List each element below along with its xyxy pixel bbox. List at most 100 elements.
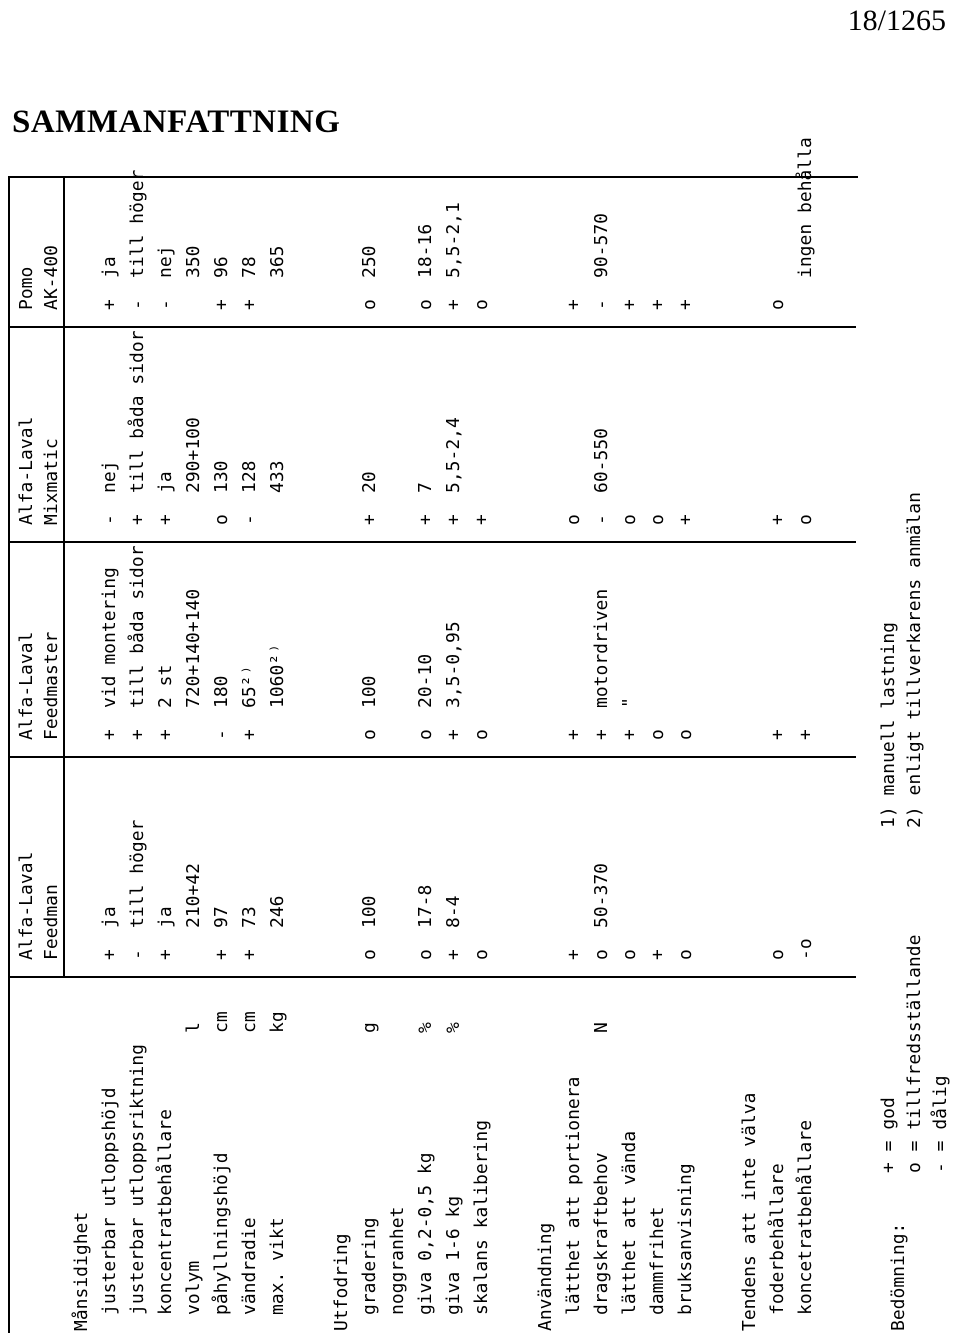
cell-value: 96 — [211, 256, 232, 278]
rating-mark: + — [99, 949, 120, 960]
row-label: skalans kalibering — [471, 1119, 492, 1315]
rating-mark: o — [767, 299, 788, 310]
rating-mark: + — [99, 729, 120, 740]
row-label: giva 0,2-0,5 kg — [415, 1152, 436, 1315]
cell-value: 3,5-0,95 — [443, 621, 464, 708]
cell-value: 365 — [267, 245, 288, 278]
row-label: vändradie — [239, 1217, 260, 1315]
rating-mark: o — [415, 949, 436, 960]
rating-mark: + — [211, 949, 232, 960]
rating-mark: -o — [795, 938, 816, 960]
cell-value: ja — [155, 471, 176, 493]
rating-mark: o — [767, 949, 788, 960]
rating-mark: + — [563, 729, 584, 740]
cell-value: 20 — [359, 471, 380, 493]
rating-mark: - — [127, 949, 148, 960]
rating-mark: o — [471, 729, 492, 740]
cell-value: 65²⁾ — [239, 664, 260, 708]
column-separator — [8, 541, 856, 543]
rating-mark: + — [443, 729, 464, 740]
rating-mark: + — [155, 514, 176, 525]
rating-mark: o — [415, 299, 436, 310]
rating-mark: - — [127, 299, 148, 310]
rating-mark: - — [239, 514, 260, 525]
rating-mark: o — [415, 729, 436, 740]
rating-mark: o — [647, 514, 668, 525]
cell-value: 7 — [415, 482, 436, 493]
cell-value: 73 — [239, 906, 260, 928]
cell-value: 100 — [359, 895, 380, 928]
rating-mark: o — [675, 729, 696, 740]
column-brand: Alfa-Laval — [16, 416, 37, 525]
cell-value: 290+100 — [183, 417, 204, 493]
section-title: Utfodring — [331, 1233, 352, 1331]
column-separator — [8, 976, 856, 978]
rating-mark: o — [211, 514, 232, 525]
row-label: koncentratbehållare — [155, 1109, 176, 1315]
cell-value: 100 — [359, 675, 380, 708]
cell-value: till höger — [127, 169, 148, 278]
row-unit: % — [415, 1022, 436, 1033]
cell-value: " — [619, 697, 640, 708]
footnote: 2) enligt tillverkarens anmälan — [904, 492, 925, 828]
rating-mark: + — [359, 514, 380, 525]
rating-mark: + — [99, 299, 120, 310]
column-brand: Alfa-Laval — [16, 631, 37, 740]
summary-table: Alfa-Laval Feedman Alfa-Laval Feedmaster Alf… — [8, 137, 951, 1333]
cell-value: 50-370 — [591, 862, 612, 928]
rating-mark: + — [647, 949, 668, 960]
rating-mark: + — [155, 729, 176, 740]
cell-value: 250 — [359, 245, 380, 278]
column-model: AK-400 — [41, 244, 62, 310]
rating-mark: + — [211, 299, 232, 310]
rating-mark: + — [795, 729, 816, 740]
cell-value: 97 — [211, 906, 232, 928]
rating-mark: o — [359, 729, 380, 740]
cell-value: 17-8 — [415, 884, 436, 928]
row-unit: g — [359, 1022, 380, 1033]
rating-mark: + — [239, 299, 260, 310]
cell-value: nej — [155, 245, 176, 278]
row-label: volym — [183, 1260, 204, 1315]
row-label: bruksanvisning — [675, 1163, 696, 1315]
legend-label: Bedömning: — [888, 1222, 909, 1331]
rating-mark: - — [591, 299, 612, 310]
rating-mark: + — [239, 949, 260, 960]
cell-value: 350 — [183, 245, 204, 278]
rating-mark: - — [155, 299, 176, 310]
column-separator — [8, 756, 856, 758]
column-model: Feedman — [41, 884, 62, 960]
rating-mark: + — [675, 514, 696, 525]
row-label: dragskraftbehov — [591, 1152, 612, 1315]
rating-mark: o — [359, 299, 380, 310]
column-brand: Pomo — [16, 266, 37, 310]
column-separator — [8, 326, 856, 328]
rating-mark: + — [443, 514, 464, 525]
cell-value: ja — [99, 256, 120, 278]
row-label: noggranhet — [387, 1206, 408, 1315]
row-label: lätthet att vända — [619, 1130, 640, 1315]
cell-value: 128 — [239, 460, 260, 493]
legend-item: + = god — [878, 1097, 899, 1173]
rating-mark: + — [471, 514, 492, 525]
row-unit: cm — [211, 1011, 232, 1033]
cell-value: ja — [99, 906, 120, 928]
rating-mark: + — [443, 299, 464, 310]
rating-mark: o — [795, 514, 816, 525]
rating-mark: + — [767, 729, 788, 740]
rating-mark: + — [591, 729, 612, 740]
column-model: Feedmaster — [41, 631, 62, 740]
row-label: gradering — [359, 1217, 380, 1315]
row-label: påhyllningshöjd — [211, 1152, 232, 1315]
rating-mark: o — [591, 949, 612, 960]
rating-mark: + — [239, 729, 260, 740]
row-unit: kg — [267, 1011, 288, 1033]
rating-mark: + — [619, 729, 640, 740]
cell-value: 20-10 — [415, 653, 436, 708]
cell-value: 78 — [239, 256, 260, 278]
row-label: justerbar utloppsriktning — [127, 1044, 148, 1315]
rating-mark: o — [619, 949, 640, 960]
column-model: Mixmatic — [41, 438, 62, 525]
cell-value: 60-550 — [591, 427, 612, 493]
rating-mark: o — [359, 949, 380, 960]
